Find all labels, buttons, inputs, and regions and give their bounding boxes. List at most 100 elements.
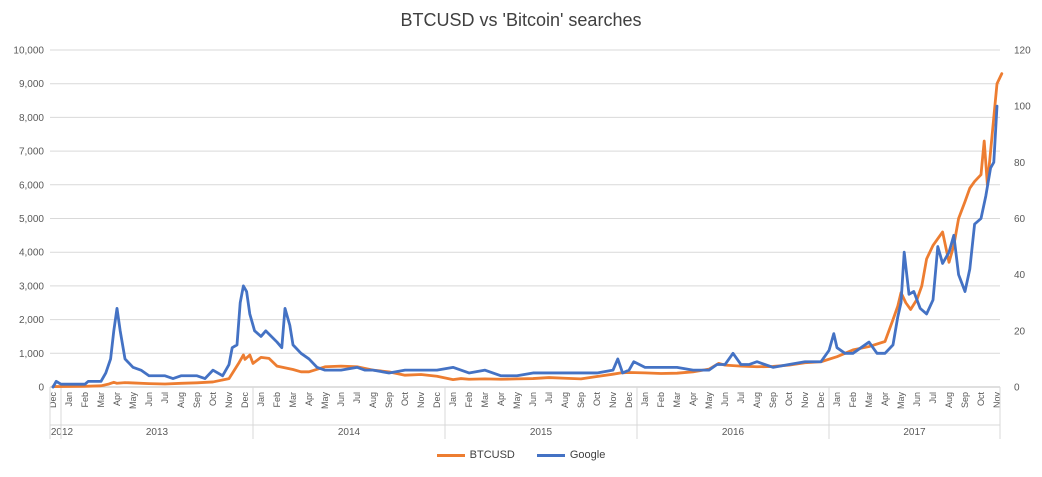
- x-month-label: Feb: [80, 392, 90, 408]
- x-month-label: Jun: [912, 392, 922, 407]
- x-month-label: Sep: [768, 392, 778, 408]
- chart-title: BTCUSD vs 'Bitcoin' searches: [400, 10, 642, 30]
- x-month-label: Dec: [240, 392, 250, 409]
- y-left-tick-label: 2,000: [19, 315, 44, 326]
- legend-item-btcusd: BTCUSD: [436, 449, 515, 461]
- series-line-btcusd: [51, 72, 1004, 388]
- x-month-label: Dec: [624, 392, 634, 409]
- x-month-label: Jul: [928, 392, 938, 404]
- x-month-label: Mar: [672, 392, 682, 408]
- x-month-label: Jun: [528, 392, 538, 407]
- x-month-label: Jul: [544, 392, 554, 404]
- y-right-tick-label: 120: [1014, 46, 1031, 57]
- x-month-label: Dec: [432, 392, 442, 409]
- x-month-label: Jan: [64, 392, 74, 407]
- x-month-label: Oct: [976, 392, 986, 407]
- y-right-tick-label: 0: [1014, 383, 1020, 394]
- x-month-label: Apr: [496, 392, 506, 406]
- x-month-label: Feb: [656, 392, 666, 408]
- x-month-label: Sep: [192, 392, 202, 408]
- x-month-label: Jul: [160, 392, 170, 404]
- x-month-label: Dec: [48, 392, 58, 409]
- x-month-label: Sep: [960, 392, 970, 408]
- y-left-tick-label: 8,000: [19, 113, 44, 124]
- series-layer: [51, 72, 1004, 389]
- x-month-label: Jan: [448, 392, 458, 407]
- x-year-label: 2016: [722, 427, 745, 438]
- x-month-label: Oct: [208, 392, 218, 407]
- x-month-label: Apr: [880, 392, 890, 406]
- x-month-label: Aug: [560, 392, 570, 408]
- y-left-tick-label: 1,000: [19, 349, 44, 360]
- x-month-label: May: [512, 392, 522, 410]
- legend-item-google: Google: [536, 449, 606, 461]
- y-right-tick-label: 40: [1014, 270, 1026, 281]
- x-month-label: Jan: [256, 392, 266, 407]
- x-month-label: Mar: [480, 392, 490, 408]
- y-axis-left: 0 1,000 2,000 3,000 4,000 5,000 6,000 7,000 8,00…: [13, 46, 44, 394]
- x-month-label: Dec: [816, 392, 826, 409]
- x-month-label: Nov: [800, 392, 810, 409]
- x-month-label: May: [128, 392, 138, 410]
- y-left-tick-label: 0: [38, 383, 44, 394]
- y-left-tick-label: 7,000: [19, 147, 44, 158]
- series-line-google: [51, 104, 999, 389]
- legend-swatch-google: [536, 453, 565, 457]
- x-month-label: Oct: [784, 392, 794, 407]
- y-left-tick-label: 6,000: [19, 180, 44, 191]
- x-month-label: Feb: [464, 392, 474, 408]
- x-month-label: Apr: [304, 392, 314, 406]
- x-month-label: Apr: [688, 392, 698, 406]
- y-left-tick-label: 9,000: [19, 79, 44, 90]
- x-month-label: Mar: [288, 392, 298, 408]
- y-right-tick-label: 60: [1014, 214, 1026, 225]
- x-month-label: Nov: [416, 392, 426, 409]
- x-month-label: Feb: [272, 392, 282, 408]
- x-month-label: Mar: [864, 392, 874, 408]
- y-right-tick-label: 100: [1014, 102, 1031, 113]
- x-month-label: Aug: [176, 392, 186, 408]
- x-month-label: May: [320, 392, 330, 410]
- gridlines: [50, 49, 1000, 388]
- x-month-label: Jan: [832, 392, 842, 407]
- x-month-label: Nov: [608, 392, 618, 409]
- x-month-label: Oct: [592, 392, 602, 407]
- x-year-label: 2015: [530, 427, 553, 438]
- x-month-label: Jun: [144, 392, 154, 407]
- x-month-label: Jan: [640, 392, 650, 407]
- x-month-label: Nov: [992, 392, 1002, 409]
- x-month-label: Aug: [752, 392, 762, 408]
- y-left-tick-label: 3,000: [19, 281, 44, 292]
- y-axis-right: 0 20 40 60 80 100 120: [1014, 46, 1031, 394]
- legend-label-btcusd: BTCUSD: [469, 449, 515, 461]
- x-month-label: Aug: [944, 392, 954, 408]
- x-year-label: 2017: [903, 427, 926, 438]
- x-month-label: Oct: [400, 392, 410, 407]
- legend-label-google: Google: [569, 449, 606, 461]
- x-year-label: 2014: [338, 427, 361, 438]
- x-month-label: Nov: [224, 392, 234, 409]
- x-year-label: 2012: [51, 427, 74, 438]
- legend: BTCUSD Google: [0, 449, 1042, 461]
- y-right-tick-label: 20: [1014, 326, 1026, 337]
- x-month-label: Jun: [720, 392, 730, 407]
- x-month-label: Sep: [576, 392, 586, 408]
- x-month-label: Aug: [368, 392, 378, 408]
- x-month-label: Jul: [352, 392, 362, 404]
- x-month-label: Feb: [848, 392, 858, 408]
- x-month-label: Apr: [112, 392, 122, 406]
- x-year-label: 2013: [146, 427, 169, 438]
- y-right-tick-label: 80: [1014, 158, 1026, 169]
- x-month-label: Sep: [384, 392, 394, 408]
- legend-swatch-btcusd: [436, 453, 465, 457]
- y-left-tick-label: 4,000: [19, 248, 44, 259]
- x-month-label: Jun: [336, 392, 346, 407]
- x-month-label: May: [896, 392, 906, 410]
- x-month-label: Jul: [736, 392, 746, 404]
- y-left-tick-label: 10,000: [13, 46, 44, 57]
- x-axis: Dec Jan Feb Mar Apr May Jun Jul Aug Sep Oct Nov Dec J…: [48, 387, 1002, 439]
- x-month-label: Mar: [96, 392, 106, 408]
- x-month-label: May: [704, 392, 714, 410]
- y-left-tick-label: 5,000: [19, 214, 44, 225]
